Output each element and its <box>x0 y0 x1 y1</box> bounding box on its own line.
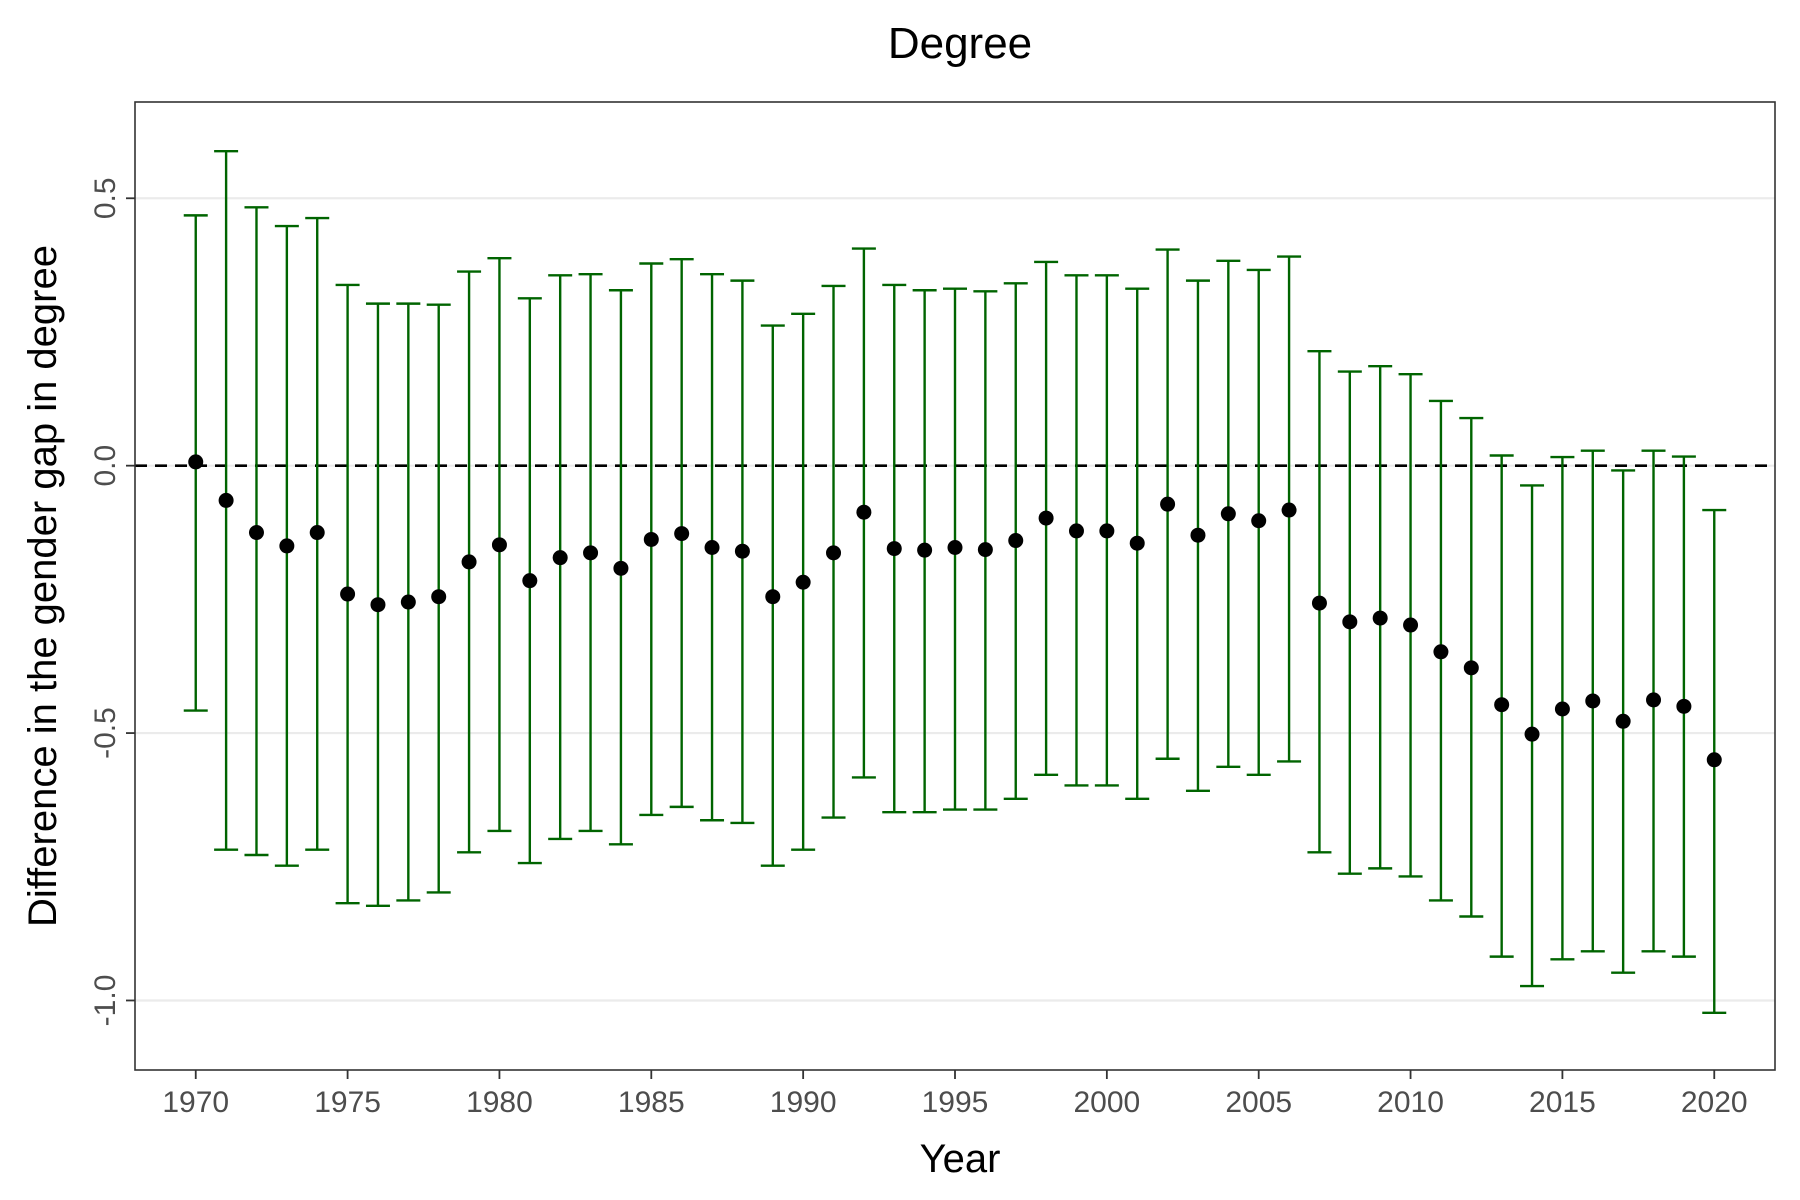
point-1974 <box>309 525 325 541</box>
x-axis: 1970 1975 1980 1985 1990 1995 2000 2005 2010 2015… <box>162 1070 1748 1119</box>
point-1983 <box>583 545 599 561</box>
point-1987 <box>704 539 720 555</box>
point-1976 <box>370 597 386 613</box>
point-2015 <box>1554 701 1570 717</box>
x-tick-label-2010: 2010 <box>1377 1086 1444 1119</box>
point-1982 <box>552 550 568 566</box>
point-1990 <box>795 574 811 590</box>
error-bars-layer <box>183 150 1727 1014</box>
point-2019 <box>1676 698 1692 714</box>
point-2011 <box>1433 644 1449 660</box>
point-1996 <box>977 542 993 558</box>
point-1975 <box>340 586 356 602</box>
point-1993 <box>886 541 902 557</box>
x-tick-label-1970: 1970 <box>162 1086 229 1119</box>
x-tick-label-2005: 2005 <box>1225 1086 1292 1119</box>
point-2014 <box>1524 726 1540 742</box>
point-2009 <box>1372 610 1388 626</box>
point-2006 <box>1281 502 1297 518</box>
point-2017 <box>1615 713 1631 729</box>
point-1980 <box>491 537 507 553</box>
point-2002 <box>1160 496 1176 512</box>
point-1986 <box>674 526 690 542</box>
point-1984 <box>613 560 629 576</box>
point-1978 <box>431 589 447 605</box>
x-tick-label-2020: 2020 <box>1681 1086 1748 1119</box>
point-2003 <box>1190 527 1206 543</box>
point-2005 <box>1251 513 1267 529</box>
point-2000 <box>1099 523 1115 539</box>
x-tick-label-2000: 2000 <box>1073 1086 1140 1119</box>
point-1997 <box>1008 533 1024 549</box>
y-axis-title: Difference in the gender gap in degree <box>21 245 65 927</box>
point-1970 <box>188 454 204 470</box>
point-1994 <box>917 542 933 558</box>
point-2016 <box>1585 693 1601 709</box>
point-2012 <box>1463 660 1479 676</box>
point-1998 <box>1038 510 1054 526</box>
point-1972 <box>248 525 264 541</box>
point-1992 <box>856 504 872 520</box>
y-tick-label-0.0: 0.0 <box>89 445 122 487</box>
point-1995 <box>947 539 963 555</box>
point-1977 <box>400 594 416 610</box>
point-2008 <box>1342 614 1358 630</box>
y-tick-label--0.5: -0.5 <box>89 707 122 759</box>
point-1999 <box>1068 523 1084 539</box>
x-tick-label-1990: 1990 <box>770 1086 837 1119</box>
x-tick-label-1985: 1985 <box>618 1086 685 1119</box>
x-tick-label-1995: 1995 <box>922 1086 989 1119</box>
point-2018 <box>1646 692 1662 708</box>
point-2020 <box>1706 752 1722 768</box>
point-1989 <box>765 589 781 605</box>
points-layer <box>188 454 1722 768</box>
x-tick-label-1980: 1980 <box>466 1086 533 1119</box>
point-2001 <box>1129 535 1145 551</box>
x-tick-label-1975: 1975 <box>314 1086 381 1119</box>
point-1979 <box>461 554 477 570</box>
point-1981 <box>522 573 538 589</box>
point-1991 <box>826 545 842 561</box>
x-tick-label-2015: 2015 <box>1529 1086 1596 1119</box>
point-2004 <box>1220 506 1236 522</box>
x-axis-title: Year <box>920 1137 1001 1181</box>
point-2010 <box>1403 617 1419 633</box>
y-tick-label--1.0: -1.0 <box>89 975 122 1027</box>
point-2007 <box>1311 595 1327 611</box>
chart-title: Degree <box>888 19 1032 68</box>
point-2013 <box>1494 697 1510 713</box>
point-1985 <box>643 531 659 547</box>
point-1988 <box>734 543 750 559</box>
point-1973 <box>279 538 295 554</box>
point-1971 <box>218 492 234 508</box>
y-tick-label-0.5: 0.5 <box>89 177 122 219</box>
y-axis: -1.0 -0.5 0.0 0.5 <box>89 177 135 1026</box>
